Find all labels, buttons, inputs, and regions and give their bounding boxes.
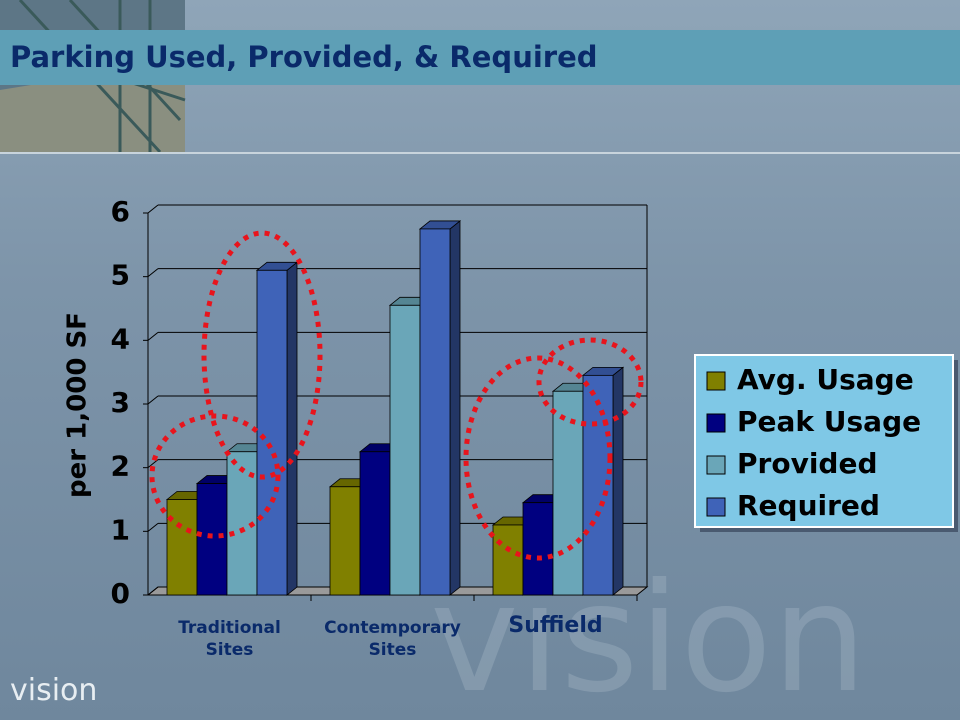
bar-side <box>612 366 624 596</box>
bar-side <box>449 220 461 596</box>
y-tick-label: 0 <box>111 577 130 610</box>
bar <box>419 228 451 596</box>
bar <box>329 486 361 596</box>
legend-label: Avg. Usage <box>737 363 914 396</box>
y-tick-label: 3 <box>111 386 130 419</box>
legend: Avg. Usage Peak Usage Provided Required <box>694 354 958 532</box>
y-tick-label: 5 <box>111 259 130 292</box>
title: Parking Used, Provided, & Required <box>10 40 598 74</box>
legend-label: Peak Usage <box>737 405 921 438</box>
bar <box>522 502 554 596</box>
bar-side <box>286 261 298 596</box>
y-tick-label: 1 <box>111 513 130 546</box>
grid-line <box>147 459 159 469</box>
bar <box>359 451 391 596</box>
grid-line <box>147 522 159 532</box>
grid-line <box>147 586 159 596</box>
bar <box>196 483 228 596</box>
x-tick-label: Traditional Sites <box>178 618 281 660</box>
bar <box>582 374 614 596</box>
bar <box>552 390 584 596</box>
legend-box <box>694 354 954 528</box>
logo: vision <box>10 673 97 708</box>
legend-label: Provided <box>737 447 878 480</box>
bar <box>256 269 288 596</box>
x-tick-label: Contemporary Sites <box>324 618 461 660</box>
title-bar <box>0 30 960 85</box>
legend-label: Required <box>737 489 880 522</box>
highlights <box>149 230 644 561</box>
legend-swatch <box>706 371 726 391</box>
legend-swatch <box>706 455 726 475</box>
bar <box>389 304 421 596</box>
y-tick-label: 6 <box>111 195 130 228</box>
legend-swatch <box>706 413 726 433</box>
y-axis-label: per 1,000 SF <box>63 312 93 498</box>
legend-swatch <box>706 497 726 517</box>
y-tick-label: 4 <box>111 322 130 355</box>
grid-line <box>147 204 159 214</box>
x-tick-label: Suffield <box>508 613 603 638</box>
grid-line <box>147 268 159 278</box>
grid-line <box>147 331 159 341</box>
y-tick-label: 2 <box>111 450 130 483</box>
bar <box>166 499 198 596</box>
grid-line <box>147 395 159 405</box>
plot: 0 1 2 3 4 5 6 <box>111 195 649 610</box>
bar <box>492 524 524 596</box>
